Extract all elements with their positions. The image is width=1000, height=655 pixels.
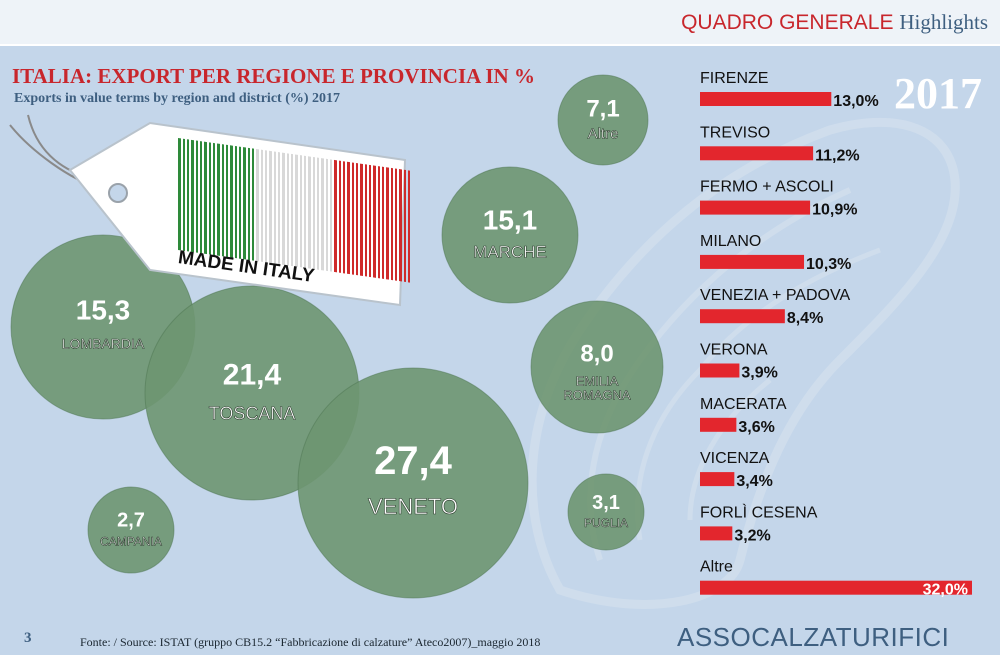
bar-value-label: 32,0% [923,582,968,599]
bubble-value: 15,1 [483,205,538,236]
bar-category-label: MACERATA [700,396,787,413]
bar-category-label: TREVISO [700,124,770,141]
chart-title: ITALIA: EXPORT PER REGIONE E PROVINCIA I… [12,64,535,88]
bar [700,526,733,541]
bubble-veneto [297,367,529,599]
bubble-value: 27,4 [374,439,453,483]
bubble-label: EMILIA [576,373,619,388]
bubble-label: ROMAGNA [563,387,631,402]
bubble-value: 7,1 [586,95,619,122]
bar-category-label: Altre [700,559,733,576]
bar-value-label: 3,9% [741,365,777,382]
bar [700,580,972,595]
bar [700,417,737,432]
bar-category-label: VENEZIA + PADOVA [700,287,850,304]
bubble-label: TOSCANA [209,404,296,424]
bar-category-label: FORLÌ CESENA [700,502,818,521]
bubble-label: CAMPANIA [100,534,162,548]
bubble-value: 21,4 [223,358,282,391]
bar [700,254,805,269]
section-header: QUADRO GENERALE Highlights [681,10,988,35]
bar-category-label: FERMO + ASCOLI [700,179,834,196]
bubble-label: VENETO [368,494,458,519]
bar [700,472,735,487]
bubble-altre [557,74,649,166]
bar-value-label: 8,4% [787,310,823,327]
bar-value-label: 13,0% [833,93,878,110]
brand-logo-text: ASSOCALZATURIFICI [677,622,950,652]
bar [700,92,832,106]
bar-category-label: VICENZA [700,450,770,467]
bubble-campania [87,486,175,574]
bar-value-label: 11,2% [815,147,859,164]
bar [700,146,814,161]
bar-value-label: 10,9% [812,202,857,219]
bar [700,309,785,324]
top-bar [0,0,1000,46]
bubble-value: 2,7 [117,510,145,532]
bar [700,200,811,215]
source-note: Fonte: / Source: ISTAT (gruppo CB15.2 “F… [80,635,541,649]
section-header-blue: Highlights [899,10,988,34]
bar-category-label: FIRENZE [700,70,768,87]
made-in-italy-tag-icon: MADE IN ITALY [9,114,410,307]
bubble-puglia [567,473,645,551]
section-header-red: QUADRO GENERALE [681,11,894,34]
bubble-label: Altre [588,126,619,143]
bar-value-label: 10,3% [806,256,851,273]
year-badge: 2017 [894,69,982,118]
bubble-label: PUGLIA [584,516,628,530]
bar-category-label: VERONA [700,342,768,359]
bubble-emilia-romagna [530,300,664,434]
bar [700,363,740,378]
bubble-value: 15,3 [76,295,131,326]
bubble-label: LOMBARDIA [62,335,145,351]
bar-category-label: MILANO [700,233,761,250]
chart-subtitle: Exports in value terms by region and dis… [14,91,341,106]
bar-value-label: 3,2% [734,527,770,544]
bar-value-label: 3,6% [738,419,774,436]
bar-value-label: 3,4% [736,473,772,490]
bubble-marche [441,166,579,304]
bubble-value: 3,1 [592,492,620,514]
page-number: 3 [24,630,32,646]
bubble-label: MARCHE [473,242,547,261]
bubble-value: 8,0 [580,341,613,368]
